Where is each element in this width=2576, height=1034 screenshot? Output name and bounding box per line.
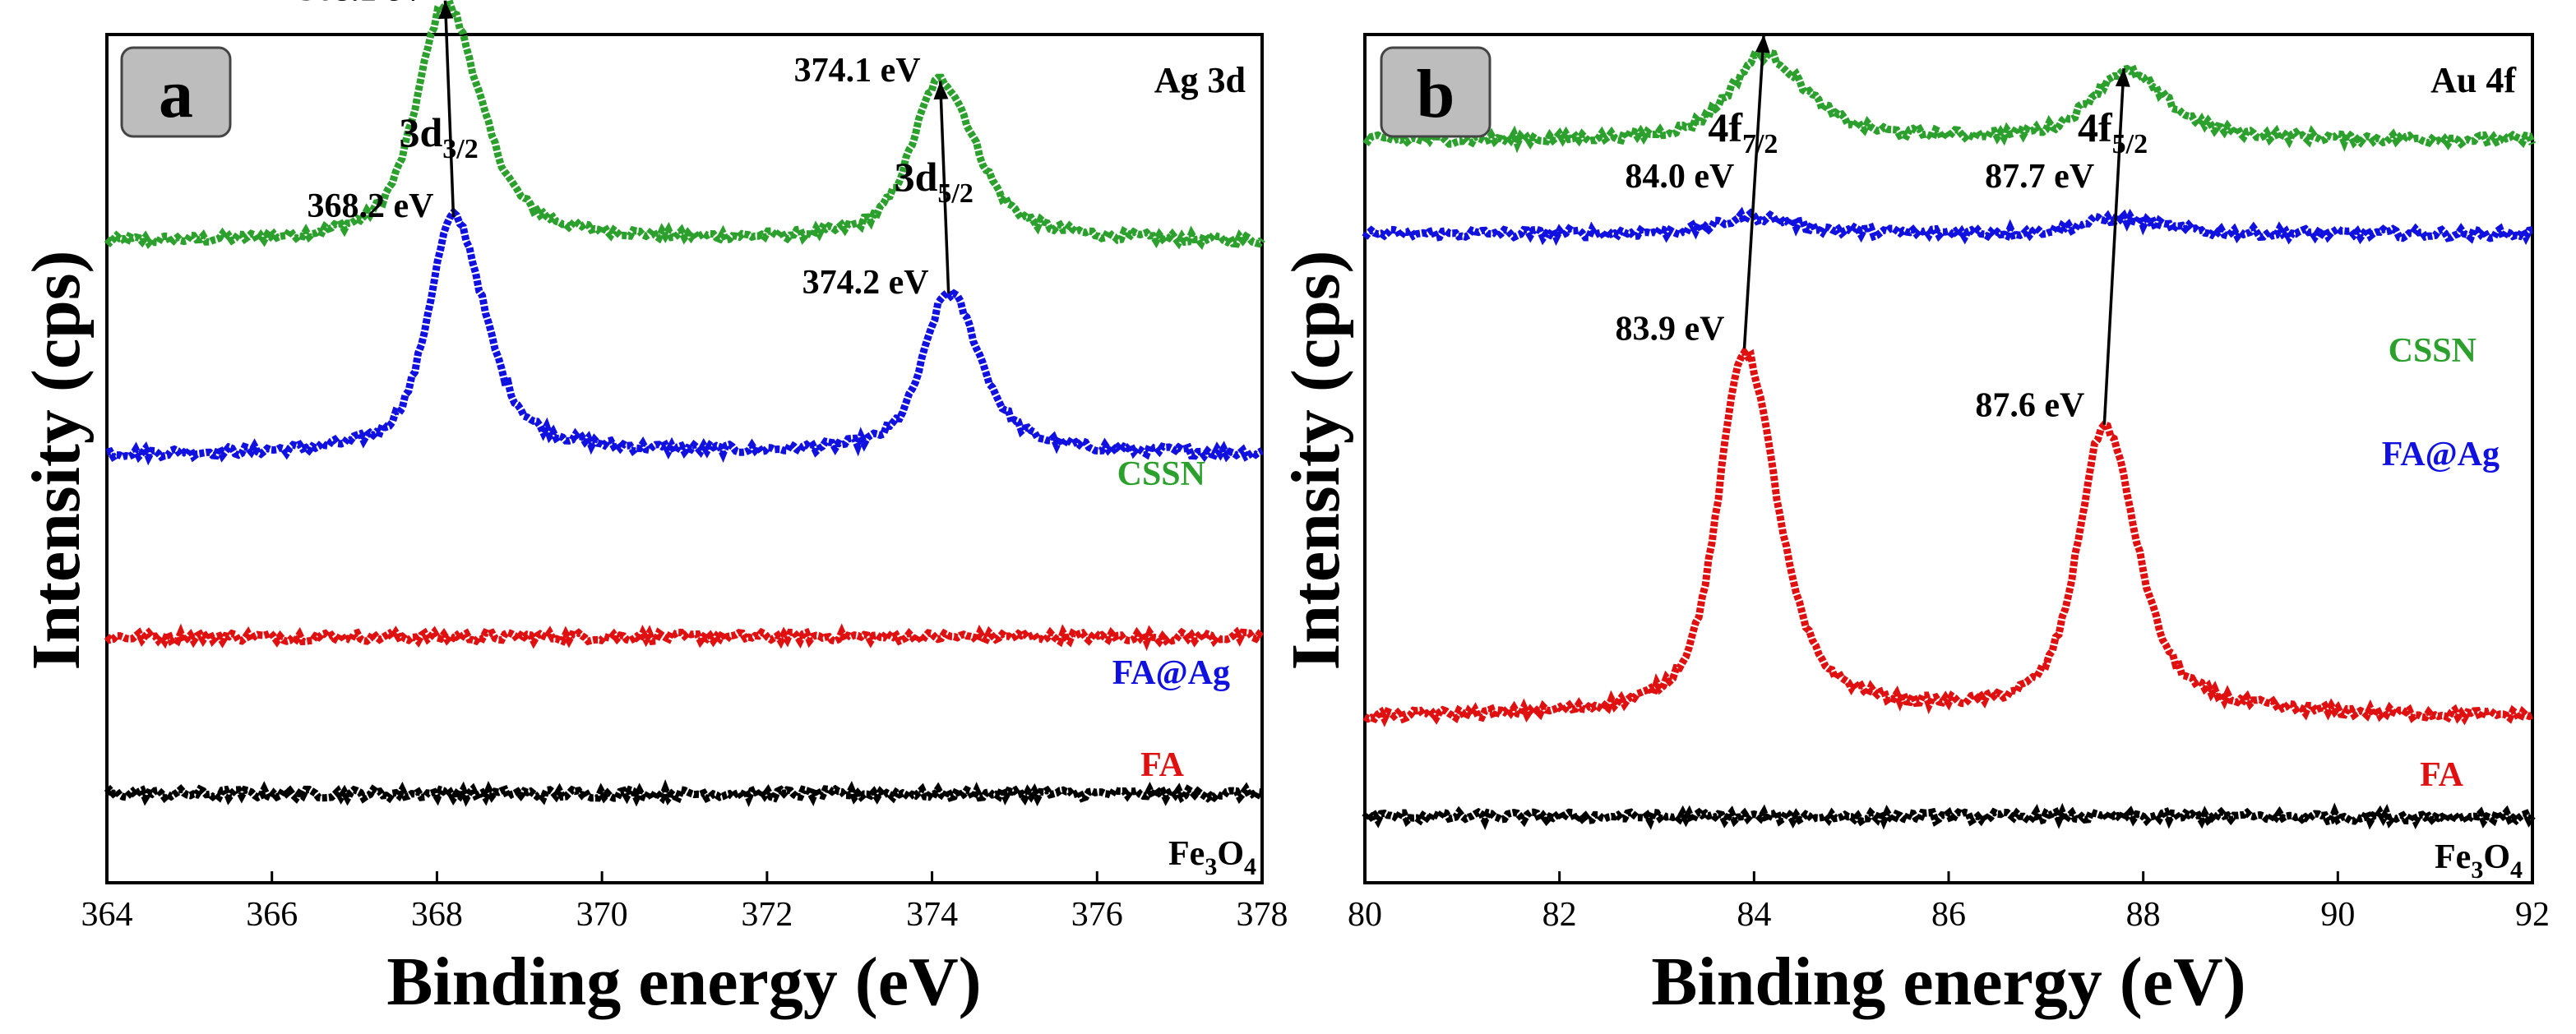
series-fe3o4 [1362,802,2536,830]
x-tick-label: 370 [576,896,628,934]
panel-b-corner-label: Au 4f [2430,60,2517,100]
peak-energy-label: 87.6 eV [1975,386,2084,424]
panel-a-y-axis-title: Intensity (cps) [18,250,95,670]
panel-b-arrows [1742,34,2130,425]
shift-arrow [1742,34,1770,349]
panel-a-plot-frame [105,33,1264,884]
x-tick-label: 90 [2320,896,2355,934]
peak-orbital-label: 3d5/2 [895,154,974,209]
panel-b-y-axis-title: Intensity (cps) [1278,250,1354,670]
panel-b-plot-frame [1363,33,2534,884]
series-line [104,0,1265,251]
peak-orbital-label: 4f5/2 [2078,104,2148,159]
series-fe3o4 [104,779,1263,808]
series-line [1362,345,2534,728]
panel-a-fe3o4-label: Fe3O4 [1168,835,1256,880]
shift-arrow [933,81,950,293]
x-tick-label: 92 [2515,896,2550,934]
series-cssn [104,0,1265,251]
peak-energy-label: 84.0 eV [1625,158,1734,196]
series-line [1362,802,2536,830]
series-line [1362,48,2537,154]
peak-energy-label: 368.1 eV [298,0,425,9]
peak-energy-label: 374.1 eV [794,52,921,90]
shift-arrow [438,0,456,217]
shift-arrow [2102,68,2130,425]
panel-b-letter: b [1417,56,1455,132]
x-tick-label: 86 [1931,896,1966,934]
panel-a-x-ticks: 364 366 368 370 372 374 376 378 [81,871,1288,934]
series-fa [1362,345,2534,728]
panel-b-letter-box [1380,46,1491,138]
series-line [1362,206,2533,247]
peak-orbital-label: 3d3/2 [399,109,478,164]
panel-a-arrows [438,0,950,293]
panel-a-annotations: 368.1 eV 374.1 eV 368.2 eV 374.2 eV [298,0,928,302]
panel-b-x-axis-title: Binding energy (eV) [1651,944,2245,1020]
panel-a-corner-label: Ag 3d [1154,60,1246,100]
x-tick-label: 364 [81,896,133,934]
panel-a-fa-label: FA [1140,746,1185,784]
series-fa-ag [1362,206,2533,247]
panel-a-cssn-label: CSSN [1117,455,1205,493]
x-tick-label: 376 [1071,896,1123,934]
panel-b-series [1362,48,2537,830]
panel-b-fa-label: FA [2420,756,2464,794]
series-fa [104,623,1265,652]
x-tick-label: 88 [2126,896,2161,934]
x-tick-label: 368 [411,896,463,934]
panel-b-fe3o4-label: Fe3O4 [2435,838,2523,884]
series-line [105,206,1265,466]
x-tick-label: 378 [1237,896,1288,934]
panel-a-letter: a [159,56,193,132]
x-tick-label: 374 [906,896,958,934]
panel-a-series [104,0,1265,808]
peak-energy-label: 83.9 eV [1616,311,1725,349]
series-fa-ag [105,206,1265,466]
peak-energy-label: 374.2 eV [802,264,929,302]
panel-a-x-axis-title: Binding energy (eV) [386,944,981,1020]
x-tick-label: 82 [1542,896,1577,934]
x-tick-label: 80 [1348,896,1382,934]
panel-b-fa-ag-label: FA@Ag [2382,436,2500,473]
panel-a-ag-3d: 364 366 368 370 372 374 376 378 368.1 eV 374.1 e… [18,0,1288,1020]
x-tick-label: 366 [246,896,298,934]
panel-b-peak-names: 4f7/2 4f5/2 [1708,104,2148,159]
panel-a-letter-box [120,46,232,138]
panel-b-x-ticks: 80 82 84 86 88 90 92 [1348,871,2550,934]
series-cssn [1362,48,2537,154]
panel-a-fa-ag-label: FA@Ag [1112,654,1230,692]
x-tick-label: 84 [1737,896,1771,934]
panel-a-peak-names: 3d3/2 3d5/2 [399,109,973,209]
peak-energy-label: 87.7 eV [1985,158,2094,196]
peak-orbital-label: 4f7/2 [1708,104,1778,159]
panel-b-cssn-label: CSSN [2389,332,2477,370]
x-tick-label: 372 [741,896,793,934]
peak-energy-label: 368.2 eV [308,187,434,225]
series-line [104,623,1265,652]
series-line [104,779,1263,808]
